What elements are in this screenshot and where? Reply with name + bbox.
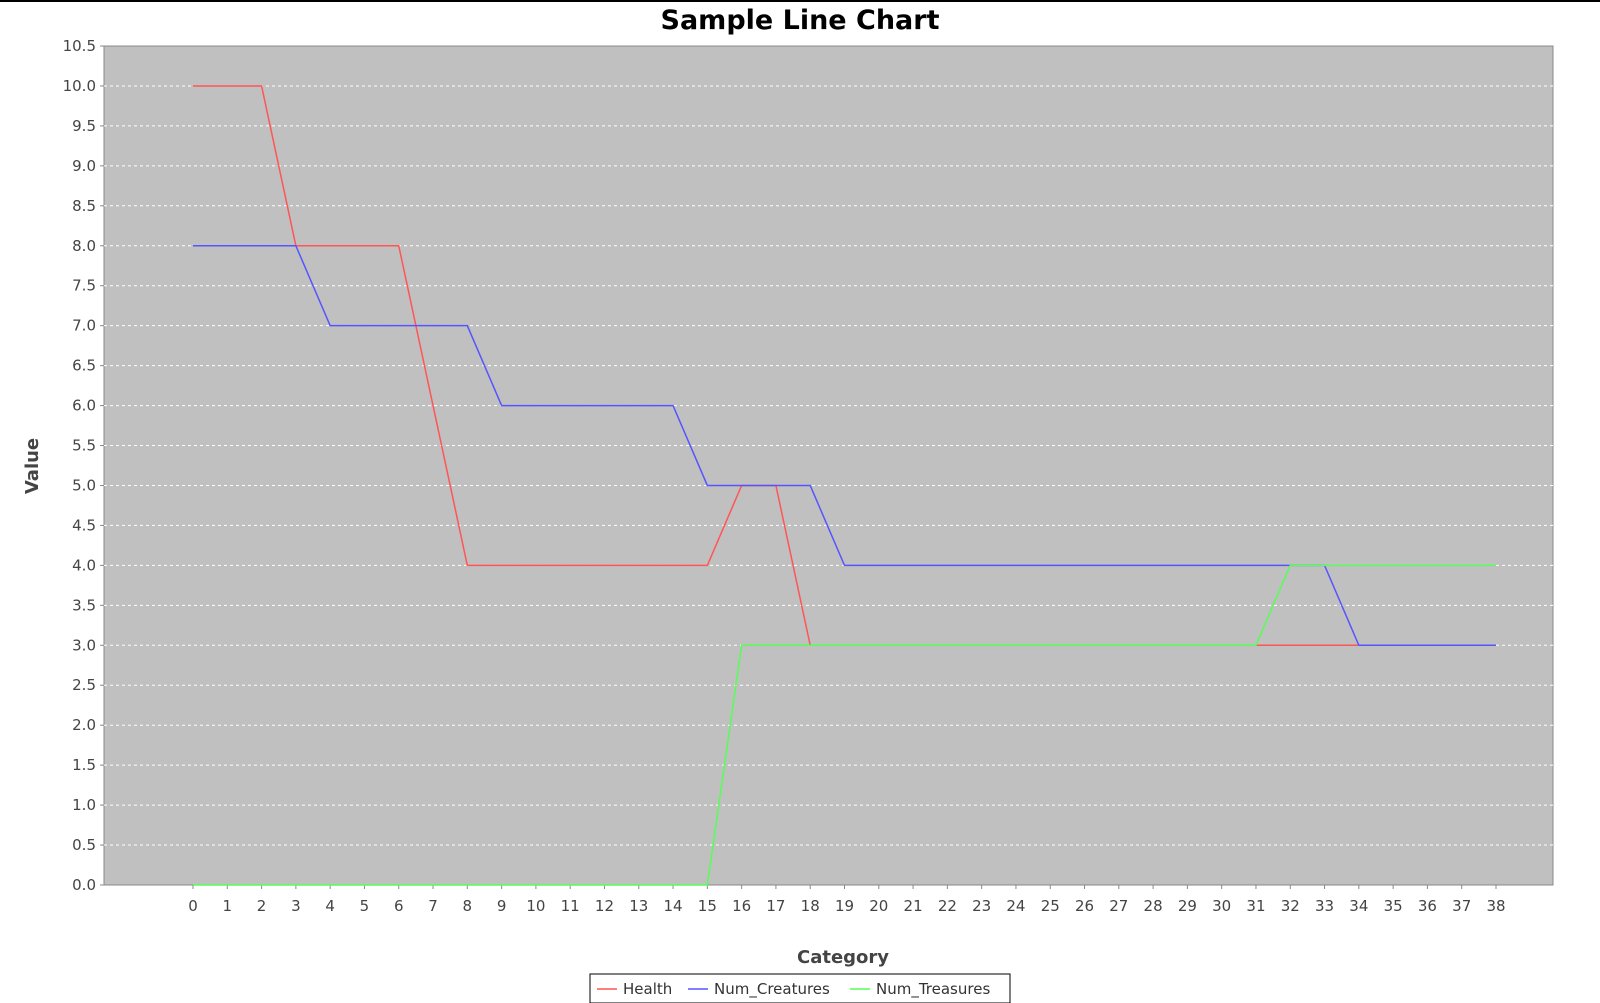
plot-area <box>103 45 1554 886</box>
series-line-num-creatures <box>193 245 1496 647</box>
x-tick-label: 10 <box>526 897 545 915</box>
x-tick-label: 3 <box>291 897 301 915</box>
y-tick-label: 7.5 <box>72 277 96 295</box>
y-axis-label: Value <box>22 438 43 494</box>
y-tick-label: 2.5 <box>72 676 96 694</box>
x-tick-label: 24 <box>1006 897 1025 915</box>
legend-label: Num_Treasures <box>876 980 990 999</box>
y-tick-label: 10.5 <box>63 37 96 55</box>
x-tick-label: 23 <box>972 897 991 915</box>
legend-label: Health <box>623 980 672 998</box>
y-tick-label: 1.0 <box>72 796 96 814</box>
y-tick-label: 7.0 <box>72 317 96 335</box>
x-tick-label: 27 <box>1109 897 1128 915</box>
x-tick-label: 29 <box>1178 897 1197 915</box>
y-tick-label: 0.5 <box>72 836 96 854</box>
x-tick-label: 11 <box>561 897 580 915</box>
y-tick-label: 5.0 <box>72 476 96 494</box>
x-tick-label: 1 <box>223 897 233 915</box>
x-tick-label: 30 <box>1212 897 1231 915</box>
y-tick-label: 6.0 <box>72 397 96 415</box>
y-tick-label: 2.0 <box>72 716 96 734</box>
x-axis-label: Category <box>797 947 889 968</box>
x-tick-label: 17 <box>766 897 785 915</box>
x-tick-label: 22 <box>938 897 957 915</box>
y-tick-label: 0.0 <box>72 876 96 894</box>
y-tick-label: 9.5 <box>72 117 96 135</box>
x-tick-label: 4 <box>325 897 335 915</box>
series-line-num-treasures <box>193 564 1496 886</box>
x-tick-label: 26 <box>1075 897 1094 915</box>
x-tick-label: 37 <box>1452 897 1471 915</box>
y-tick-label: 3.0 <box>72 636 96 654</box>
x-tick-label: 38 <box>1486 897 1505 915</box>
series-lines <box>193 85 1496 886</box>
legend: Health Num_Creatures Num_Treasures <box>589 973 1011 1003</box>
x-tick-label: 6 <box>394 897 404 915</box>
x-axis: 0 1 2 3 4 5 6 7 8 9 10 11 12 13 14 15 16 17 18 19 20 21 22 23 24… <box>188 885 1506 915</box>
y-tick-label: 4.0 <box>72 556 96 574</box>
y-tick-label: 8.0 <box>72 237 96 255</box>
y-tick-label: 10.0 <box>63 77 96 95</box>
x-tick-label: 0 <box>188 897 198 915</box>
x-tick-label: 2 <box>257 897 267 915</box>
x-tick-label: 8 <box>463 897 473 915</box>
y-tick-label: 8.5 <box>72 197 96 215</box>
x-tick-label: 35 <box>1384 897 1403 915</box>
chart-title: Sample Line Chart <box>661 5 940 36</box>
x-tick-label: 25 <box>1041 897 1060 915</box>
y-axis: 0.0 0.5 1.0 1.5 2.0 2.5 3.0 3.5 4.0 4.5 5.0 5.5 6.0 6… <box>63 37 104 894</box>
x-tick-label: 18 <box>801 897 820 915</box>
y-tick-label: 3.5 <box>72 596 96 614</box>
y-tick-label: 5.5 <box>72 437 96 455</box>
x-tick-label: 28 <box>1144 897 1163 915</box>
x-tick-label: 32 <box>1281 897 1300 915</box>
x-tick-label: 33 <box>1315 897 1334 915</box>
x-tick-label: 21 <box>904 897 923 915</box>
x-tick-label: 34 <box>1349 897 1368 915</box>
legend-label: Num_Creatures <box>714 980 830 999</box>
x-tick-label: 9 <box>497 897 507 915</box>
x-tick-label: 12 <box>595 897 614 915</box>
x-tick-label: 13 <box>629 897 648 915</box>
x-tick-label: 20 <box>869 897 888 915</box>
x-tick-label: 5 <box>360 897 370 915</box>
x-tick-label: 14 <box>664 897 683 915</box>
y-tick-label: 4.5 <box>72 516 96 534</box>
x-tick-label: 19 <box>835 897 854 915</box>
y-tick-label: 6.5 <box>72 357 96 375</box>
x-tick-label: 31 <box>1246 897 1265 915</box>
x-tick-label: 36 <box>1418 897 1437 915</box>
y-tick-label: 1.5 <box>72 756 96 774</box>
x-tick-label: 7 <box>428 897 438 915</box>
legend-box <box>589 973 1011 1003</box>
x-tick-label: 16 <box>732 897 751 915</box>
y-tick-label: 9.0 <box>72 157 96 175</box>
x-tick-label: 15 <box>698 897 717 915</box>
